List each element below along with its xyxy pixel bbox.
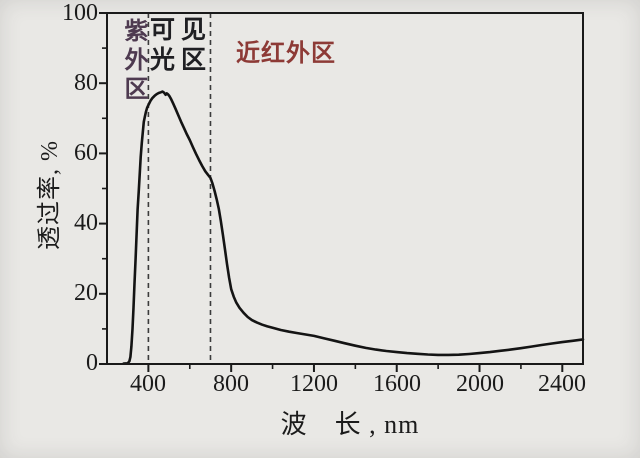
x-tick-label-1600: 1600 (373, 371, 421, 397)
y-tick-label-60: 60 (74, 140, 98, 166)
annotation-visible-region: 可见光区 (150, 17, 213, 74)
x-tick-label-800: 800 (213, 371, 249, 397)
annotation-near-infrared-region: 近红外区 (236, 41, 336, 67)
y-tick-label-80: 80 (74, 70, 98, 96)
y-tick-label-40: 40 (74, 210, 98, 236)
x-tick-label-2000: 2000 (456, 371, 504, 397)
annotation-uv-region: 紫外区 (120, 18, 146, 105)
y-tick-label-20: 20 (74, 280, 98, 306)
y-tick-label-100: 100 (62, 0, 98, 26)
x-tick-label-2400: 2400 (538, 371, 586, 397)
y-axis-title: 透过率, % (37, 140, 63, 250)
y-tick-label-0: 0 (86, 350, 98, 376)
x-tick-label-400: 400 (130, 371, 166, 397)
x-axis-title: 波 长 , nm (280, 410, 420, 439)
x-tick-label-1200: 1200 (290, 371, 338, 397)
